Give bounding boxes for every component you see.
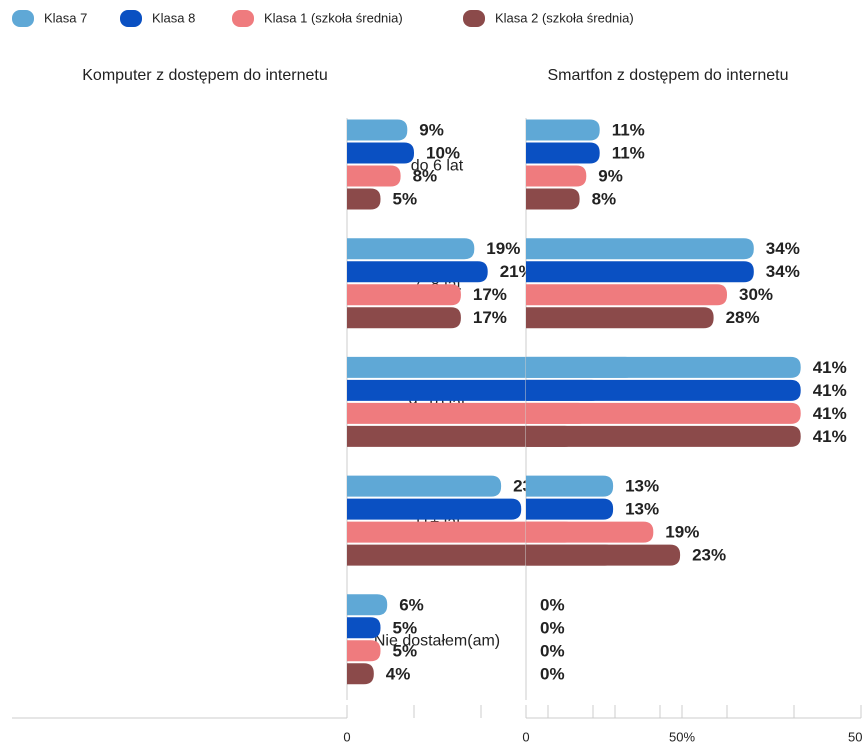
bar <box>347 307 461 329</box>
value-label: 10% <box>426 143 460 162</box>
value-label: 0% <box>540 595 565 614</box>
x-tick-label: 0 <box>343 729 350 743</box>
panel-title: Komputer z dostępem do internetu <box>82 67 327 84</box>
bar <box>526 402 801 424</box>
legend-label: Klasa 2 (szkoła średnia) <box>495 10 634 25</box>
value-label: 13% <box>625 500 659 519</box>
legend-swatch <box>463 10 485 27</box>
value-label: 4% <box>386 664 411 683</box>
value-label: 8% <box>413 166 438 185</box>
bar <box>526 165 587 187</box>
value-label: 34% <box>766 239 800 258</box>
value-label: 13% <box>625 477 659 496</box>
legend-swatch <box>120 10 142 27</box>
bar <box>347 521 575 543</box>
value-label: 9% <box>598 166 623 185</box>
bar <box>526 142 600 164</box>
value-label: 11% <box>612 143 645 162</box>
legend-label: Klasa 1 (szkoła średnia) <box>264 10 403 25</box>
value-label: 9% <box>419 120 444 139</box>
value-label: 6% <box>399 595 424 614</box>
legend-label: Klasa 8 <box>152 10 195 25</box>
bar <box>347 119 408 141</box>
bar <box>526 379 801 401</box>
bar <box>526 544 681 566</box>
value-label: 23% <box>692 546 726 565</box>
value-label: 41% <box>813 404 847 423</box>
bar <box>347 165 401 187</box>
bar <box>526 521 654 543</box>
bar <box>526 356 801 378</box>
bar <box>526 475 614 497</box>
bar <box>526 284 727 306</box>
value-label: 34% <box>766 262 800 281</box>
bar <box>347 238 475 260</box>
legend-label: Klasa 7 <box>44 10 87 25</box>
value-label: 0% <box>540 664 565 683</box>
bar <box>347 261 488 283</box>
bar <box>526 261 754 283</box>
bar <box>347 142 414 164</box>
value-label: 5% <box>393 189 418 208</box>
value-label: 11% <box>612 120 645 139</box>
value-label: 17% <box>473 308 507 327</box>
bar <box>526 307 714 329</box>
bar <box>347 188 381 210</box>
category-label: do 6 lat <box>411 158 464 175</box>
bar <box>526 498 614 520</box>
bar <box>347 594 388 616</box>
value-label: 0% <box>540 641 565 660</box>
bar <box>347 498 522 520</box>
x-tick-label: 50% <box>848 729 862 743</box>
legend-swatch <box>232 10 254 27</box>
value-label: 41% <box>813 427 847 446</box>
value-label: 5% <box>393 618 418 637</box>
value-label: 0% <box>540 618 565 637</box>
value-label: 19% <box>665 523 699 542</box>
bar <box>347 663 374 685</box>
value-label: 30% <box>739 285 773 304</box>
x-tick-label: 0 <box>522 729 529 743</box>
panel-title: Smartfon z dostępem do internetu <box>547 67 788 84</box>
value-label: 5% <box>393 641 418 660</box>
bar <box>347 617 381 639</box>
bar <box>347 284 461 306</box>
value-label: 28% <box>726 308 760 327</box>
bar <box>526 238 754 260</box>
bar <box>526 188 580 210</box>
value-label: 19% <box>486 239 520 258</box>
x-tick-label: 50% <box>669 729 695 743</box>
bar <box>347 425 575 447</box>
value-label: 41% <box>813 358 847 377</box>
bar <box>347 640 381 662</box>
bar <box>526 119 600 141</box>
bar <box>347 475 502 497</box>
value-label: 41% <box>813 381 847 400</box>
value-label: 17% <box>473 285 507 304</box>
bar <box>526 425 801 447</box>
value-label: 8% <box>592 189 617 208</box>
legend-swatch <box>12 10 34 27</box>
value-label: 21% <box>500 262 534 281</box>
category-label: Nie dostałem(am) <box>374 633 500 650</box>
